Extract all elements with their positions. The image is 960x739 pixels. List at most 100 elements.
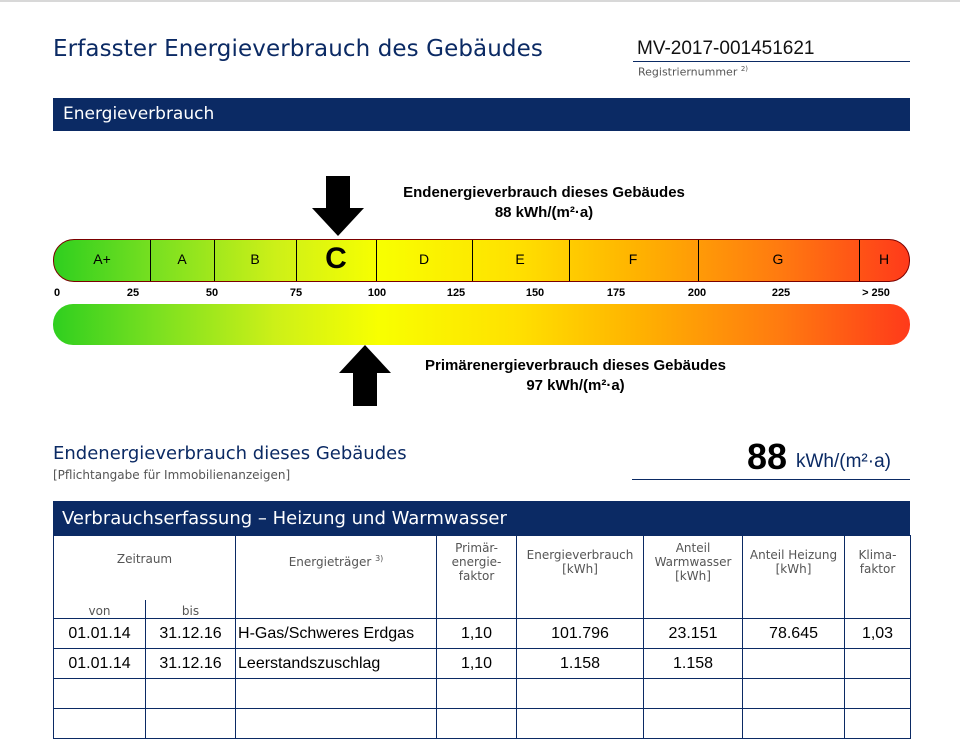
table-header-bar: Verbrauchserfassung – Heizung und Warmwa… (53, 501, 910, 535)
scale-divider (376, 240, 377, 281)
endenergie-label: Endenergieverbrauch dieses Gebäudes (403, 184, 685, 201)
class-label-a-plus: A+ (93, 251, 111, 267)
cell-von: 01.01.14 (53, 618, 146, 649)
table-title: Verbrauchserfassung – Heizung und Warmwa… (62, 508, 507, 529)
table-row (53, 708, 912, 739)
endenergie-arrow-icon (312, 176, 364, 236)
cell-verbrauch: 1.158 (516, 648, 645, 679)
header-anteil-warmwasser: Anteil Warmwasser [kWh] (643, 535, 744, 619)
tick-label: 75 (289, 287, 303, 299)
header-bis: bis (144, 600, 237, 619)
cell-klima: 1,03 (844, 618, 912, 649)
tick-label: 100 (367, 287, 387, 299)
section-title: Energieverbrauch (63, 104, 215, 124)
cell-bis (144, 708, 237, 739)
cell-faktor (436, 708, 518, 739)
class-label-g: G (772, 251, 784, 267)
tick-label: 150 (525, 287, 545, 299)
cell-energietraeger: H-Gas/Schweres Erdgas (235, 618, 438, 649)
cell-faktor: 1,10 (436, 618, 518, 649)
tick-label: 0 (53, 287, 61, 299)
cell-von (53, 678, 146, 709)
table-header-row: Zeitraum Energieträger 3) Primär-energie… (52, 535, 912, 619)
scale-divider (472, 240, 473, 281)
tick-label: 25 (126, 287, 140, 299)
table-row (53, 678, 912, 709)
cell-von (53, 708, 146, 739)
cell-energietraeger (235, 708, 438, 739)
cell-warmwasser: 23.151 (643, 618, 744, 649)
cell-bis (144, 678, 237, 709)
cell-von: 01.01.14 (53, 648, 146, 679)
top-divider (0, 0, 960, 2)
registration-label: Registriernummer 2) (638, 65, 748, 79)
header-energieverbrauch: Energieverbrauch [kWh] (516, 535, 645, 619)
tick-label: 200 (687, 287, 707, 299)
tick-label: 225 (771, 287, 791, 299)
scale-divider (214, 240, 215, 281)
scale-divider (569, 240, 570, 281)
class-label-d: D (418, 251, 430, 267)
primaerenergie-value: 97 kWh/(m²·a) (526, 377, 625, 394)
tick-label: 175 (606, 287, 626, 299)
header-klimafaktor: Klima-faktor (844, 535, 912, 619)
page-title: Erfasster Energieverbrauch des Gebäudes (53, 36, 543, 62)
cell-heizung (742, 648, 846, 679)
table-row: 01.01.14 31.12.16 Leerstandszuschlag 1,1… (53, 648, 912, 679)
cell-verbrauch: 101.796 (516, 618, 645, 649)
scale-divider (698, 240, 699, 281)
cell-warmwasser (643, 708, 744, 739)
header-anteil-heizung: Anteil Heizung [kWh] (742, 535, 846, 619)
registration-label-text: Registriernummer (638, 65, 738, 79)
energy-gradient-scale (53, 304, 910, 345)
cell-warmwasser (643, 678, 744, 709)
header-energietraeger-footnote: 3) (375, 554, 384, 563)
tick-label: 125 (446, 287, 466, 299)
cell-klima (844, 648, 912, 679)
class-label-f: F (628, 251, 638, 267)
class-label-a: A (177, 251, 187, 267)
cell-bis: 31.12.16 (144, 648, 237, 679)
summary-unit: kWh/(m²·a) (796, 451, 891, 472)
registration-underline (633, 61, 910, 62)
cell-klima (844, 708, 912, 739)
cell-faktor (436, 678, 518, 709)
class-label-b: B (250, 251, 260, 267)
cell-heizung (742, 708, 846, 739)
class-label-e: E (515, 251, 525, 267)
primaerenergie-label-block: Primärenergieverbrauch dieses Gebäudes 9… (396, 356, 755, 396)
section-header-energieverbrauch: Energieverbrauch (53, 98, 910, 131)
table-row: 01.01.14 31.12.16 H-Gas/Schweres Erdgas … (53, 618, 912, 649)
scale-divider (296, 240, 297, 281)
consumption-table: Zeitraum Energieträger 3) Primär-energie… (52, 535, 912, 739)
cell-verbrauch (516, 708, 645, 739)
summary-title: Endenergieverbrauch dieses Gebäudes (53, 443, 407, 464)
cell-faktor: 1,10 (436, 648, 518, 679)
summary-underline (632, 479, 910, 480)
header-zeitraum: Zeitraum (52, 535, 237, 600)
registration-footnote: 2) (740, 65, 749, 73)
header-energietraeger-text: Energieträger (288, 555, 372, 569)
endenergie-label-block: Endenergieverbrauch dieses Gebäudes 88 k… (376, 183, 712, 223)
endenergie-value: 88 kWh/(m²·a) (494, 204, 594, 221)
header-energietraeger: Energieträger 3) (235, 535, 438, 619)
class-label-c-active: C (325, 242, 347, 275)
table-subheader-row: von bis (53, 600, 911, 619)
tick-label: > 250 (862, 287, 890, 299)
cell-bis: 31.12.16 (144, 618, 237, 649)
cell-heizung: 78.645 (742, 618, 846, 649)
registration-number: MV-2017-001451621 (637, 38, 815, 59)
primaerenergie-label: Primärenergieverbrauch dieses Gebäudes (425, 357, 726, 374)
scale-divider (859, 240, 860, 281)
summary-note: [Pflichtangabe für Immobilienanzeigen] (53, 468, 291, 482)
cell-heizung (742, 678, 846, 709)
cell-energietraeger (235, 678, 438, 709)
summary-value: 88 (747, 436, 788, 477)
cell-klima (844, 678, 912, 709)
primaerenergie-arrow-icon (339, 345, 391, 406)
cell-warmwasser: 1.158 (643, 648, 744, 679)
energy-class-scale: A+ A B C D E F G H (53, 239, 910, 282)
cell-verbrauch (516, 678, 645, 709)
header-von: von (53, 600, 146, 619)
scale-divider (150, 240, 151, 281)
